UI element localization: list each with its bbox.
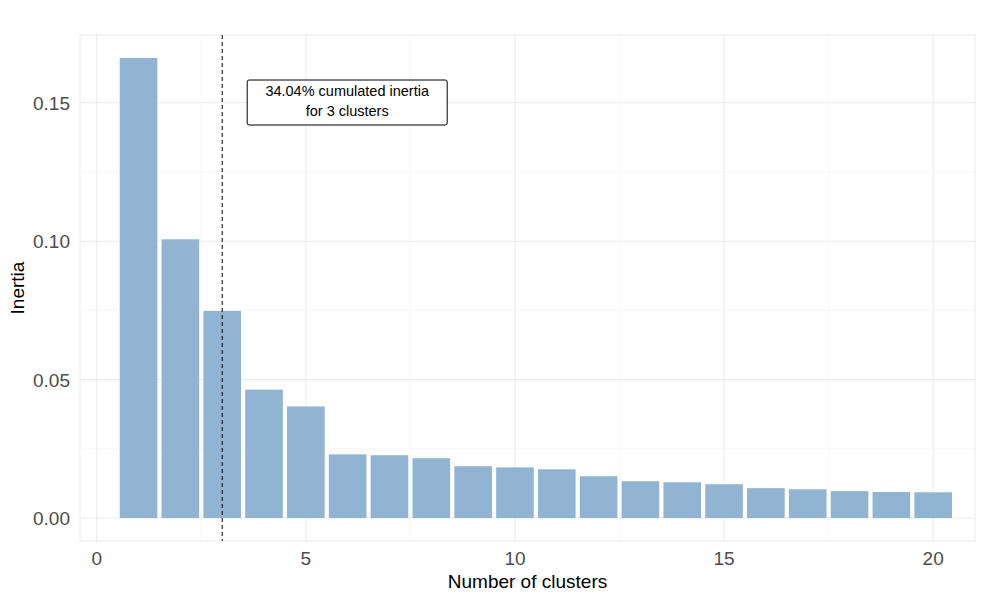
minor-grid-x bbox=[619, 35, 620, 541]
minor-grid-x bbox=[828, 35, 829, 541]
bar bbox=[162, 239, 200, 518]
plot-frame bbox=[80, 35, 975, 541]
bar bbox=[914, 492, 952, 518]
bar bbox=[496, 467, 534, 518]
annotation-text: for 3 clusters bbox=[306, 103, 389, 119]
x-tick-label: 0 bbox=[91, 548, 102, 569]
minor-grid-y bbox=[80, 310, 975, 311]
bar bbox=[789, 489, 827, 518]
bar bbox=[831, 491, 869, 518]
y-tick-label: 0.10 bbox=[33, 231, 70, 252]
grid-line-x bbox=[96, 35, 97, 541]
bar bbox=[454, 466, 492, 518]
grid-line-x bbox=[933, 35, 934, 541]
x-tick-label: 10 bbox=[504, 548, 525, 569]
bar bbox=[538, 469, 576, 518]
x-tick-label: 20 bbox=[923, 548, 944, 569]
grid-line-y bbox=[80, 102, 975, 103]
annotation-box bbox=[247, 80, 447, 125]
bar bbox=[120, 58, 158, 518]
bar bbox=[412, 458, 450, 518]
y-tick-label: 0.00 bbox=[33, 508, 70, 529]
y-axis-label: Inertia bbox=[7, 261, 28, 314]
x-tick-label: 5 bbox=[301, 548, 312, 569]
bar bbox=[371, 455, 409, 518]
bar bbox=[622, 481, 660, 518]
bar bbox=[747, 488, 785, 518]
minor-grid-x bbox=[201, 35, 202, 541]
y-tick-label: 0.05 bbox=[33, 370, 70, 391]
minor-grid-y bbox=[80, 172, 975, 173]
grid-line-x bbox=[514, 35, 515, 541]
bar bbox=[705, 484, 743, 518]
bar bbox=[873, 492, 911, 518]
bar bbox=[245, 390, 283, 518]
chart: 34.04% cumulated inertia for 3 clusters 0 5… bbox=[0, 0, 1000, 600]
y-tick-label: 0.15 bbox=[33, 93, 70, 114]
annotation-text: 34.04% cumulated inertia bbox=[265, 83, 430, 99]
grid bbox=[80, 35, 975, 541]
bar bbox=[329, 454, 367, 518]
bar bbox=[663, 482, 701, 518]
reference-line bbox=[222, 35, 223, 541]
grid-line-x bbox=[724, 35, 725, 541]
bar bbox=[287, 406, 325, 518]
bar bbox=[580, 476, 618, 518]
x-axis-label: Number of clusters bbox=[448, 571, 607, 592]
grid-line-y bbox=[80, 241, 975, 242]
x-tick-label: 15 bbox=[713, 548, 734, 569]
bars bbox=[120, 58, 952, 518]
